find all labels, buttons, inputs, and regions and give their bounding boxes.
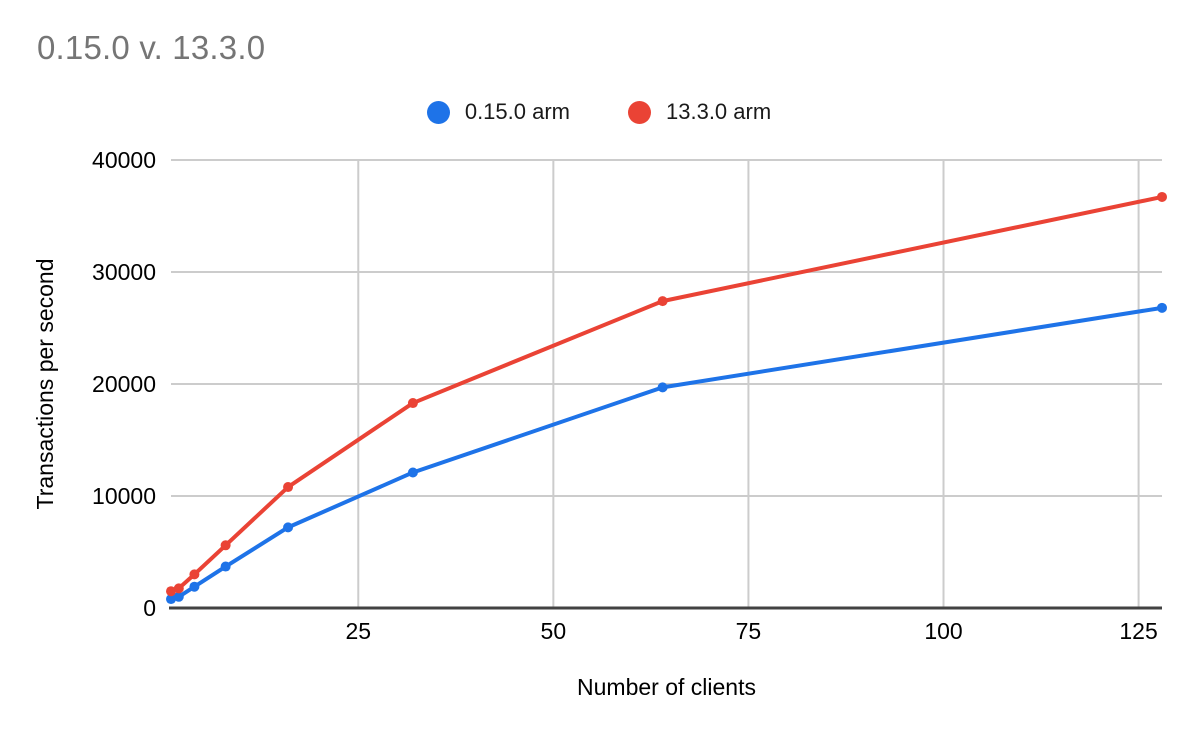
x-tick-label: 50: [541, 618, 567, 644]
legend-label: 13.3.0 arm: [666, 99, 772, 124]
series-point-1: [283, 482, 294, 493]
series-point-1: [1157, 191, 1167, 202]
legend-series-dot: [628, 100, 651, 124]
y-tick-label: 30000: [92, 259, 156, 285]
series-point-1: [220, 540, 231, 551]
series-point-0: [173, 591, 184, 602]
y-tick-label: 40000: [92, 147, 156, 173]
series-point-1: [189, 569, 200, 580]
legend-item-13-3-0-arm: 13.3.0 arm: [628, 99, 771, 125]
series-point-0: [283, 522, 294, 533]
x-tick-label: 100: [924, 618, 962, 644]
y-axis-title: Transactions per second: [32, 258, 58, 509]
y-tick-label: 0: [143, 595, 156, 621]
x-tick-label: 125: [1119, 618, 1157, 644]
x-tick-label: 75: [736, 618, 762, 644]
chart-title: 0.15.0 v. 13.3.0: [37, 29, 266, 66]
series-point-0: [407, 467, 418, 478]
y-tick-label: 20000: [92, 371, 156, 397]
series-point-1: [407, 398, 418, 409]
x-tick-label: 25: [345, 618, 371, 644]
series-point-1: [657, 296, 668, 307]
series-line-0: [169, 305, 1164, 602]
series-point-1: [166, 586, 176, 597]
series-point-1: [173, 583, 184, 594]
legend-item-0-15-0-arm: 0.15.0 arm: [426, 99, 570, 125]
legend-label: 0.15.0 arm: [464, 99, 570, 124]
legend: 0.15.0 arm 13.3.0 arm: [0, 99, 1198, 125]
series-point-0: [166, 594, 176, 605]
y-tick-label: 10000: [92, 483, 156, 509]
series-line-1: [169, 194, 1164, 594]
legend-series-dot: [426, 100, 450, 124]
series-point-0: [1157, 302, 1167, 313]
series-point-0: [220, 561, 231, 572]
x-axis-title: Number of clients: [577, 674, 756, 700]
series-point-0: [189, 581, 200, 592]
series-point-0: [657, 382, 668, 393]
